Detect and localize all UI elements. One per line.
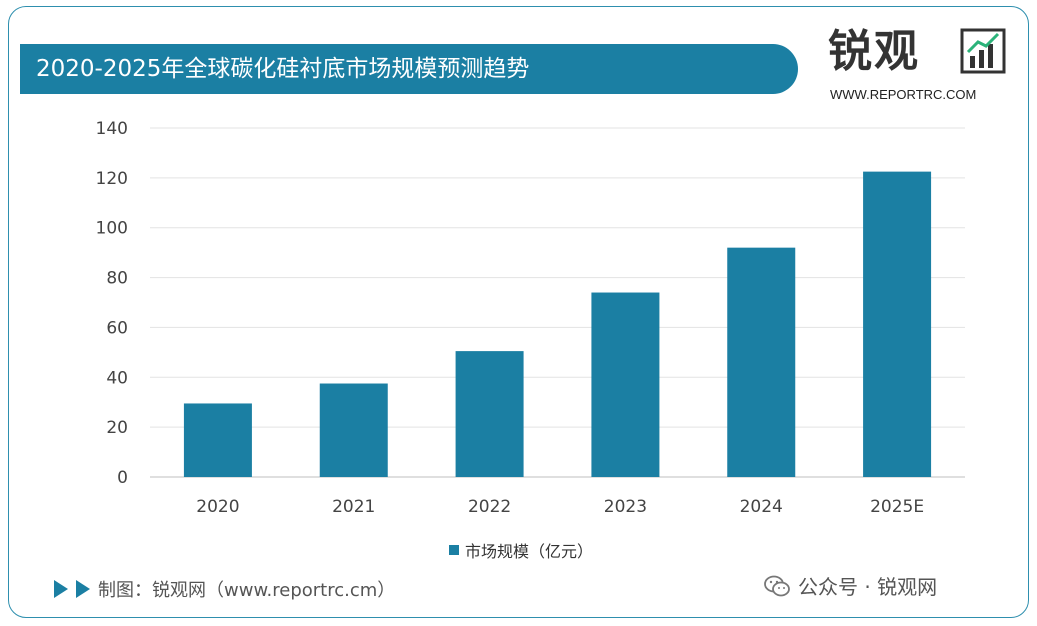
source-note: 制图：锐观网（www.reportrc.cm） [54, 576, 395, 602]
y-tick-label: 120 [96, 169, 128, 189]
bars [183, 171, 932, 477]
y-tick-label: 20 [106, 418, 128, 438]
chart-frame [8, 6, 1029, 618]
x-tick-label: 2021 [332, 497, 375, 517]
legend: 市场规模（亿元） [449, 538, 593, 562]
arrow-icon [54, 580, 68, 598]
logo-wordmark: 锐观 [828, 26, 920, 77]
bar-2023 [591, 292, 660, 477]
y-tick-label: 80 [106, 269, 128, 289]
logo-chart-icon [960, 28, 1006, 74]
x-tick-label: 2020 [196, 497, 239, 517]
arrow-icon [76, 580, 90, 598]
y-axis-ticks: 0 20 40 60 80 100 120 140 [96, 119, 128, 488]
wechat-account: 公众号 · 锐观网 [764, 571, 937, 600]
bar-2024 [727, 247, 796, 477]
source-text: 制图：锐观网（www.reportrc.cm） [98, 580, 396, 601]
x-tick-label: 2024 [740, 497, 783, 517]
x-tick-label: 2025E [870, 497, 924, 517]
bar-2022 [455, 351, 524, 477]
y-tick-label: 60 [106, 318, 128, 338]
wechat-text: 公众号 · 锐观网 [798, 575, 938, 599]
y-tick-label: 100 [96, 219, 128, 239]
bar-2021 [319, 383, 388, 477]
legend-swatch [449, 545, 459, 555]
x-tick-label: 2023 [604, 497, 647, 517]
legend-label: 市场规模（亿元） [465, 542, 594, 561]
x-axis-ticks: 2020 2021 2022 2023 2024 2025E [196, 497, 924, 517]
bar-2025E [863, 171, 932, 477]
wechat-icon [764, 575, 790, 596]
title-banner [20, 44, 798, 94]
y-tick-label: 140 [96, 119, 128, 139]
bar-2020 [183, 403, 252, 477]
y-tick-label: 40 [106, 368, 128, 388]
x-tick-label: 2022 [468, 497, 511, 517]
logo-url: WWW.REPORTRC.COM [830, 87, 977, 102]
gridlines [150, 127, 965, 478]
y-tick-label: 0 [117, 468, 128, 488]
chart-title: 2020-2025年全球碳化硅衬底市场规模预测趋势 [36, 56, 530, 82]
